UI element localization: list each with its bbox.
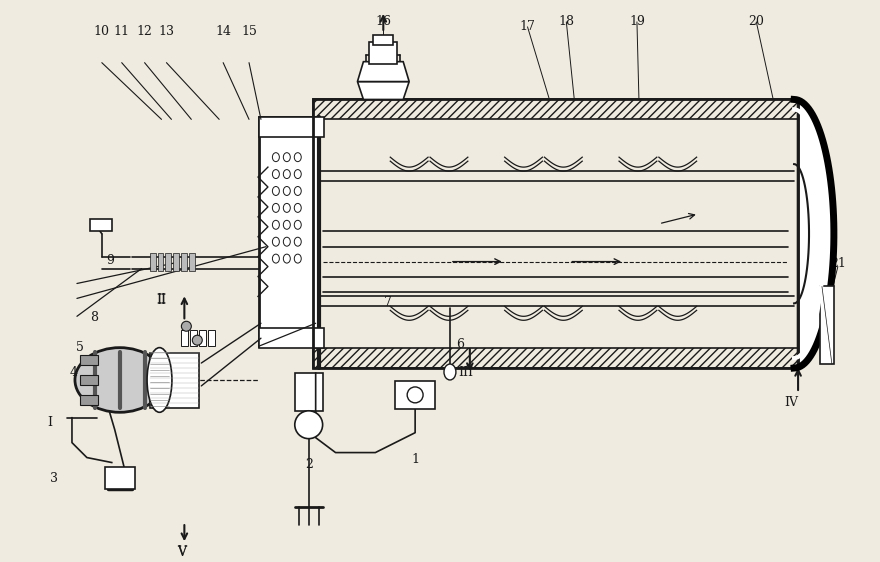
Text: 13: 13	[158, 25, 174, 38]
Bar	[820, 287, 834, 364]
Bar	[189, 253, 195, 270]
Ellipse shape	[273, 237, 279, 246]
Bar	[259, 117, 324, 137]
Bar	[259, 117, 319, 346]
Text: 3: 3	[50, 473, 58, 486]
Text: 5: 5	[76, 341, 84, 354]
Ellipse shape	[283, 254, 290, 263]
Ellipse shape	[294, 170, 301, 179]
Bar	[259, 331, 319, 346]
Text: 19: 19	[629, 15, 645, 28]
Bar	[395, 381, 435, 409]
Bar	[373, 35, 393, 45]
Text: I: I	[48, 416, 53, 429]
Bar	[105, 468, 135, 490]
Ellipse shape	[283, 187, 290, 196]
Text: 4: 4	[70, 366, 78, 379]
Text: 14: 14	[215, 25, 231, 38]
Polygon shape	[357, 81, 409, 99]
Bar	[259, 328, 324, 348]
Ellipse shape	[273, 203, 279, 212]
Text: 10: 10	[94, 25, 110, 38]
Circle shape	[181, 321, 191, 331]
Text: II: II	[157, 293, 166, 306]
Ellipse shape	[294, 254, 301, 263]
Text: 21: 21	[830, 257, 846, 270]
Ellipse shape	[444, 364, 456, 380]
Text: V: V	[177, 546, 186, 559]
Ellipse shape	[283, 203, 290, 212]
Ellipse shape	[283, 153, 290, 162]
Bar	[80, 355, 98, 365]
Bar	[190, 330, 197, 346]
Ellipse shape	[273, 254, 279, 263]
Bar	[312, 99, 798, 119]
Text: III: III	[458, 366, 473, 379]
Text: 2: 2	[304, 457, 312, 470]
Ellipse shape	[294, 187, 301, 196]
Bar	[259, 117, 319, 132]
Circle shape	[295, 411, 323, 439]
Text: 20: 20	[748, 15, 764, 28]
Text: 12: 12	[136, 25, 152, 38]
Text: 9: 9	[106, 253, 114, 266]
Bar	[150, 353, 199, 408]
Circle shape	[193, 335, 202, 345]
Text: II: II	[157, 294, 166, 307]
Text: 6: 6	[456, 338, 464, 351]
Bar	[150, 253, 156, 270]
Ellipse shape	[75, 348, 165, 413]
Bar	[370, 42, 397, 64]
Ellipse shape	[283, 220, 290, 229]
Circle shape	[407, 387, 423, 403]
Ellipse shape	[147, 348, 172, 413]
Ellipse shape	[273, 220, 279, 229]
Ellipse shape	[294, 203, 301, 212]
Ellipse shape	[294, 237, 301, 246]
Ellipse shape	[273, 170, 279, 179]
Text: 17: 17	[519, 20, 535, 33]
Text: 16: 16	[375, 15, 392, 28]
Bar	[295, 373, 323, 411]
Text: V: V	[177, 545, 186, 558]
Bar	[80, 395, 98, 405]
Bar	[173, 253, 180, 270]
Text: 11: 11	[114, 25, 129, 38]
Bar	[199, 330, 206, 346]
Ellipse shape	[283, 237, 290, 246]
Bar	[181, 330, 188, 346]
Polygon shape	[794, 99, 834, 368]
Ellipse shape	[273, 187, 279, 196]
Bar	[312, 99, 798, 368]
Ellipse shape	[273, 153, 279, 162]
Bar	[80, 375, 98, 385]
Bar	[209, 330, 216, 346]
Ellipse shape	[294, 220, 301, 229]
Bar	[165, 253, 172, 270]
Text: 7: 7	[385, 296, 392, 310]
Ellipse shape	[294, 153, 301, 162]
Polygon shape	[357, 62, 409, 81]
Text: 15: 15	[241, 25, 257, 38]
Bar	[158, 253, 164, 270]
Bar	[90, 219, 112, 231]
Text: IV: IV	[784, 396, 798, 409]
Text: 18: 18	[558, 15, 575, 28]
Text: 1: 1	[411, 452, 419, 465]
Bar	[181, 253, 187, 270]
Text: 8: 8	[90, 311, 98, 324]
Ellipse shape	[283, 170, 290, 179]
Bar	[312, 348, 798, 368]
